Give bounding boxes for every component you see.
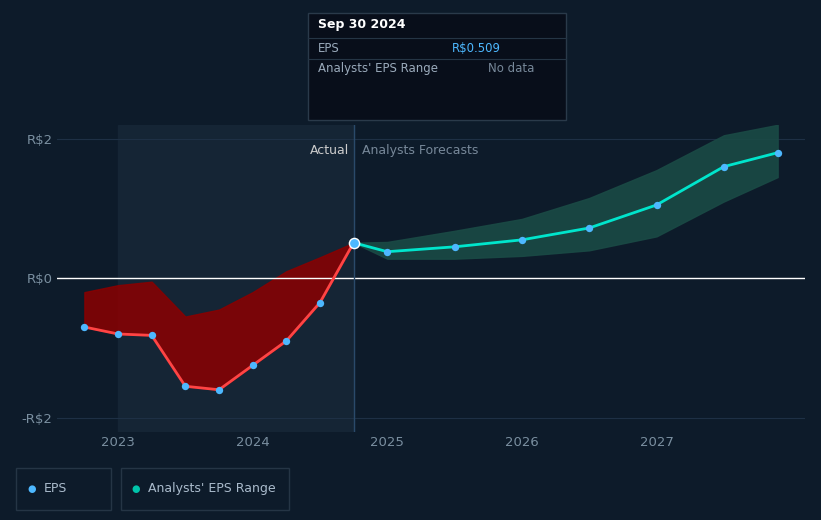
Point bbox=[112, 330, 125, 338]
Point bbox=[280, 337, 293, 345]
Point bbox=[246, 361, 259, 370]
Point bbox=[381, 248, 394, 256]
Text: ●: ● bbox=[27, 484, 35, 494]
Text: Analysts Forecasts: Analysts Forecasts bbox=[362, 144, 478, 157]
Point bbox=[314, 298, 327, 307]
Point bbox=[771, 149, 784, 157]
Text: Analysts' EPS Range: Analysts' EPS Range bbox=[318, 62, 438, 75]
Point bbox=[145, 331, 158, 340]
Point bbox=[718, 162, 731, 171]
Bar bbox=[118, 125, 354, 432]
Text: EPS: EPS bbox=[44, 483, 67, 495]
Point bbox=[448, 243, 461, 251]
Point bbox=[347, 239, 360, 247]
Point bbox=[347, 239, 360, 247]
Point bbox=[650, 201, 663, 209]
Point bbox=[179, 382, 192, 391]
Point bbox=[583, 224, 596, 232]
Text: No data: No data bbox=[488, 62, 534, 75]
Text: Analysts' EPS Range: Analysts' EPS Range bbox=[148, 483, 275, 495]
Text: EPS: EPS bbox=[318, 42, 339, 55]
Text: Actual: Actual bbox=[310, 144, 350, 157]
Text: ●: ● bbox=[131, 484, 140, 494]
Point bbox=[347, 239, 360, 247]
Text: Sep 30 2024: Sep 30 2024 bbox=[318, 18, 406, 31]
Point bbox=[516, 236, 529, 244]
Text: R$0.509: R$0.509 bbox=[452, 42, 501, 55]
Point bbox=[213, 386, 226, 394]
Point bbox=[78, 323, 91, 331]
